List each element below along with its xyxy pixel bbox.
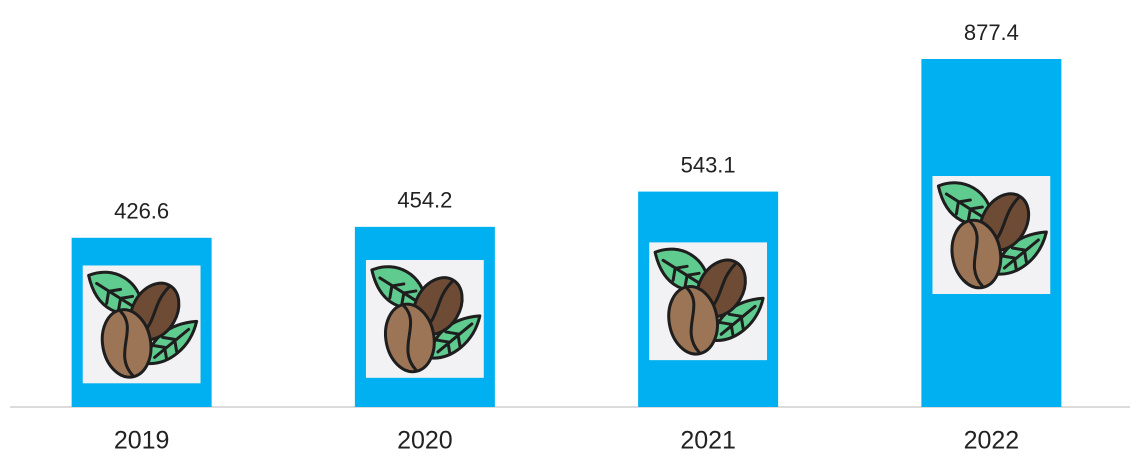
bar-icon	[82, 265, 201, 384]
x-tick-label: 2020	[397, 427, 453, 455]
bar-icon	[365, 259, 484, 378]
bar-icon	[932, 176, 1051, 294]
value-label: 426.6	[114, 199, 169, 224]
x-tick-label: 2019	[114, 427, 170, 455]
value-label: 877.4	[964, 20, 1019, 45]
value-label: 454.2	[397, 188, 452, 213]
value-label: 543.1	[681, 152, 736, 177]
bar-icon	[649, 242, 768, 361]
x-tick-label: 2022	[964, 427, 1020, 455]
x-tick-label: 2021	[680, 427, 736, 455]
